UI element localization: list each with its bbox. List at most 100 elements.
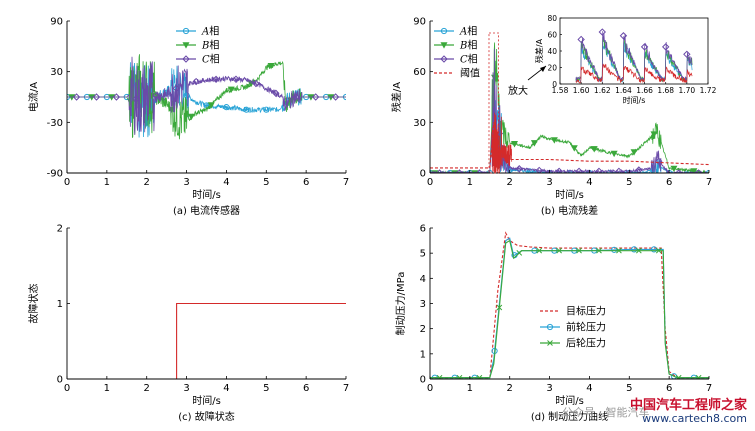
inset-y-tick-label: 60 (547, 31, 557, 40)
plot-area (430, 231, 709, 379)
legend-label: 后轮压力 (566, 337, 606, 350)
y-tick-label: 0 (420, 375, 426, 386)
data-point (510, 141, 519, 148)
zoom-box (488, 32, 499, 174)
panel-caption: (c) 故障状态 (178, 410, 234, 423)
x-marker-stroke (596, 247, 602, 254)
x-tick-label: 5 (626, 383, 632, 394)
x-tick-label: 5 (263, 383, 269, 394)
series-阈值 (430, 112, 709, 173)
data-point (243, 106, 250, 113)
x-marker-stroke (477, 374, 483, 379)
data-point (132, 94, 141, 103)
data-point (232, 75, 240, 83)
data-point (182, 55, 190, 63)
x-tick-label: 7 (343, 177, 349, 188)
x-tick-label: 1 (104, 383, 110, 394)
data-point (172, 84, 180, 93)
data-point (547, 340, 553, 346)
watermark-site: www.cartech8.com (642, 412, 747, 425)
inset-series (575, 31, 693, 82)
data-point (535, 166, 543, 173)
y-axis-label: 故障状态 (27, 284, 40, 324)
x-tick-label: 4 (586, 177, 592, 188)
y-tick-label: 0 (57, 375, 63, 386)
inset-y-tick-label: 40 (547, 47, 557, 56)
y-tick-label: -90 (47, 169, 63, 180)
data-point (694, 169, 703, 173)
data-point (182, 27, 190, 35)
x-marker-stroke (547, 340, 553, 346)
data-point (615, 167, 623, 173)
y-tick-label: 3 (420, 299, 426, 310)
data-point (630, 149, 638, 156)
series-line (67, 302, 346, 379)
data-point (630, 246, 638, 253)
inset-x-tick-label: 1.58 (552, 86, 569, 95)
inset-y-label: 残差/A (534, 38, 544, 63)
data-point (455, 169, 464, 173)
series-C相 (67, 56, 346, 136)
panel-caption: (a) 电流传感器 (173, 204, 240, 217)
x-tick-label: 0 (427, 383, 433, 394)
y-tick-label: 2 (57, 224, 63, 235)
series-后轮压力 (430, 239, 709, 379)
data-point (675, 374, 682, 379)
panel-c: 0 1 2 3 4 5 6 7 0 1 2 时间/s 故障状态 (c) 故障状态 (27, 224, 349, 424)
data-point (616, 247, 622, 254)
x-tick-label: 3 (183, 177, 189, 188)
threshold-burst (491, 112, 513, 173)
x-tick-label: 6 (666, 177, 672, 188)
x-marker-stroke (457, 374, 463, 379)
x-axis-label: 时间/s (192, 394, 221, 407)
inset-x-tick-label: 1.60 (573, 86, 590, 95)
data-point (152, 92, 160, 100)
x-tick-label: 6 (303, 177, 309, 188)
inset-y-tick-label: 80 (547, 14, 557, 23)
inset-x-tick-label: 1.64 (615, 86, 632, 95)
inset-x-tick-label: 1.68 (657, 86, 674, 95)
x-marker-stroke (516, 250, 523, 256)
data-point (112, 93, 121, 101)
data-point (515, 165, 523, 173)
data-point (292, 93, 300, 101)
series-line (430, 231, 709, 379)
data-point (577, 35, 585, 44)
panel-a: 0 1 2 3 4 5 6 7 -90 -30 30 90 时间/s 电流/A (a) 电流传感器 A相B相C… (27, 17, 349, 218)
data-point (272, 89, 280, 97)
x-tick-label: 7 (343, 383, 349, 394)
y-axis-label: 制动压力/MPa (394, 272, 407, 336)
data-point (635, 247, 642, 254)
y-tick-label: 60 (413, 67, 426, 78)
data-point (530, 140, 538, 147)
panel-d: 0 1 2 3 4 5 6 7 0 1 2 3 4 5 6 时间/s 制动压力/MPa (d) 制动压力曲线 目标压… (394, 224, 712, 424)
data-point (576, 247, 582, 254)
y-tick-label: 1 (57, 299, 63, 310)
plot-area (67, 302, 346, 379)
data-point (695, 374, 702, 379)
x-tick-label: 6 (666, 383, 672, 394)
legend-label: 阈值 (460, 67, 480, 80)
data-point (575, 167, 583, 173)
x-tick-label: 7 (706, 177, 712, 188)
legend-label: B相 (459, 39, 477, 52)
inset-x-tick-label: 1.72 (700, 86, 717, 95)
data-point (556, 247, 562, 254)
x-tick-label: 4 (586, 383, 592, 394)
x-tick-label: 7 (706, 383, 712, 394)
data-point (655, 247, 662, 254)
data-point (331, 93, 340, 101)
x-tick-label: 2 (144, 383, 150, 394)
data-point (595, 167, 603, 173)
data-point (187, 113, 195, 121)
inset-x-label: 时间/s (623, 95, 646, 105)
x-marker-stroke (496, 304, 503, 311)
series-A相 (67, 62, 346, 138)
plot-area (430, 42, 709, 173)
legend-label: B相 (201, 39, 219, 52)
y-tick-label: 4 (420, 274, 426, 285)
data-point (496, 304, 503, 311)
y-tick-label: -30 (47, 118, 63, 129)
panel-b: 0 1 2 3 4 5 6 7 0 30 60 90 时间/s 残差/A (b) 电流残差 A相B相C相阈值放… (390, 14, 717, 217)
y-tick-label: 30 (50, 67, 63, 78)
